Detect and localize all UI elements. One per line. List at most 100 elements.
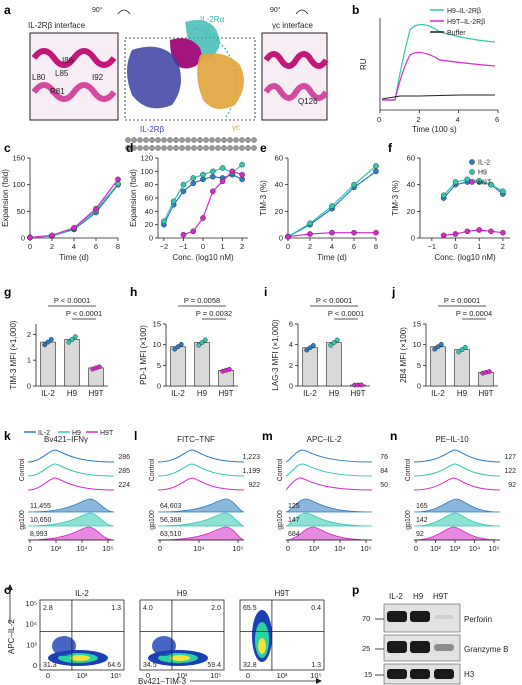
pi-pvalue-2: P < 0.0001 bbox=[328, 309, 364, 318]
flow-density-1 bbox=[152, 636, 176, 656]
rotate-right-label: 90° bbox=[270, 6, 281, 14]
pj-point-h9 bbox=[462, 345, 468, 350]
panel-b-xtick-label: 0 bbox=[377, 115, 381, 124]
pj-xtick-label: H9T bbox=[478, 389, 493, 398]
il2rb-interface-inset bbox=[29, 32, 119, 121]
membrane-bead bbox=[239, 145, 245, 151]
pd-point-il-2 bbox=[209, 173, 216, 180]
pf-point-h9t bbox=[476, 227, 483, 233]
flow-density-0 bbox=[52, 636, 76, 656]
pe-point-h9t bbox=[351, 229, 357, 236]
panel-label-k: k bbox=[4, 429, 11, 443]
panel-n: n PE–IL-10 127 122 92 165 142 92 0 10² 10³ 10⁴ 10⁵ C… bbox=[390, 429, 516, 553]
flow-xtick-label-0: 10³ bbox=[77, 671, 88, 680]
panel-label-c: c bbox=[4, 141, 11, 155]
pj-ytick-label: 5 bbox=[417, 361, 421, 370]
pd-xtick-label: −1 bbox=[179, 242, 188, 251]
pl-ctrl-curve bbox=[157, 463, 245, 477]
pm-ctrl-mfi: 50 bbox=[380, 482, 388, 489]
pn-xtick-label: 10⁴ bbox=[469, 544, 481, 553]
membrane-bead bbox=[179, 137, 185, 143]
membrane-bead bbox=[233, 145, 239, 151]
residue-L80: L80 bbox=[32, 73, 46, 82]
pi-point-h9t bbox=[358, 382, 364, 388]
ph-point-il-2 bbox=[172, 346, 178, 352]
panel-label-l: l bbox=[134, 429, 137, 443]
flow-title-1: H9 bbox=[177, 589, 188, 598]
flow-ytick-label: 10⁵ bbox=[26, 599, 37, 608]
pk-gp-curve bbox=[27, 526, 115, 541]
flow-xtick-label-2: 10⁵ bbox=[310, 671, 321, 680]
pc-xtick-label: 6 bbox=[94, 242, 98, 251]
pl-ctrl-mfi: 1,223 bbox=[242, 454, 260, 461]
membrane-bead bbox=[149, 137, 155, 143]
membrane-bead bbox=[215, 137, 221, 143]
pd-ytick-label: 20 bbox=[145, 220, 153, 229]
flow-lr-2: 1.3 bbox=[311, 662, 321, 669]
ph-bar-h9 bbox=[194, 342, 210, 387]
band-granzyme-b: Granzyme B bbox=[464, 645, 508, 654]
pn-gp-mfi: 165 bbox=[416, 503, 428, 510]
pi-ylabel: LAG-3 MFI (×1,000) bbox=[271, 319, 280, 391]
pi-point-il-2 bbox=[304, 347, 310, 353]
membrane-bead bbox=[215, 145, 221, 151]
pn-ctrl-curve bbox=[413, 477, 501, 491]
pd-xtick-label: 1 bbox=[220, 242, 224, 251]
pg-bar-h9 bbox=[64, 339, 80, 387]
marker-25: 25 bbox=[362, 644, 370, 653]
pl-xtick-label: 10⁴ bbox=[193, 544, 205, 553]
flow-xtick-label-2: 0 bbox=[246, 671, 250, 680]
gc-interface-title: γc interface bbox=[272, 21, 313, 30]
cell-membrane bbox=[125, 137, 257, 151]
panel-o-ylabel: APC–IL-2 bbox=[7, 619, 16, 654]
membrane-bead bbox=[149, 145, 155, 151]
pn-ctrl-curve bbox=[413, 449, 501, 463]
pe-xtick-label: 0 bbox=[286, 242, 290, 251]
pc-point-h9t bbox=[27, 234, 33, 241]
pg-xtick-label: IL-2 bbox=[41, 389, 55, 398]
pl-ctrl-mfi: 922 bbox=[248, 482, 260, 489]
panel-label-j: j bbox=[391, 285, 395, 299]
pk-gp-mfi: 11,455 bbox=[30, 503, 51, 510]
pe-point-h9t bbox=[373, 229, 379, 236]
panel-c: c 0 50 100 150 0 2 4 6 8 Time (d) Expansion (fold) bbox=[1, 141, 121, 262]
pd-point-h9 bbox=[209, 168, 216, 175]
panel-label-g: g bbox=[4, 285, 11, 299]
panel-label-i: i bbox=[264, 285, 267, 299]
pn-xtick-label: 10³ bbox=[450, 544, 461, 553]
membrane-bead bbox=[173, 145, 179, 151]
pm-row-gp100: gp100 bbox=[277, 510, 284, 530]
pd-point-h9 bbox=[239, 161, 245, 168]
marker-70: 70 bbox=[362, 614, 370, 623]
flow-density-2 bbox=[258, 638, 266, 654]
histogram-legend: IL-2 H9 H9T bbox=[24, 430, 114, 437]
panel-b-xlabel: Time (100 s) bbox=[412, 125, 457, 134]
ph-xtick-label: H9 bbox=[197, 389, 208, 398]
pk-xtick-label: 10³ bbox=[51, 544, 62, 553]
ph-point-h9t bbox=[226, 366, 232, 372]
pd-point-il-2 bbox=[239, 176, 245, 183]
pd-point-il-2 bbox=[190, 180, 197, 187]
pn-xtick-label: 0 bbox=[414, 544, 418, 553]
pc-xtick-label: 2 bbox=[50, 242, 54, 251]
pe-xtick-label: 4 bbox=[330, 242, 334, 251]
pk-row-control: Control bbox=[19, 458, 26, 481]
pn-ctrl-mfi: 92 bbox=[508, 482, 516, 489]
pl-ctrl-curve bbox=[157, 477, 245, 491]
flow-title-2: H9T bbox=[274, 589, 289, 598]
lane-h9t: H9T bbox=[433, 592, 448, 601]
ph-xtick-label: H9T bbox=[218, 389, 233, 398]
pd-xtick-label: −2 bbox=[160, 242, 169, 251]
pi-point-h9 bbox=[331, 340, 337, 345]
pl-ctrl-curve bbox=[157, 449, 245, 463]
pc-ytick-label: 50 bbox=[17, 207, 25, 216]
x-arrow-icon bbox=[316, 678, 322, 684]
panel-o: o APC–IL-2 Bv421–TIM-3 IL-22.81.331.364.… bbox=[4, 583, 325, 685]
panel-j: j 0 5 10 15 2B4 MFI (×100) IL-2 H9 H9T P = 0.000… bbox=[391, 285, 498, 398]
membrane-bead bbox=[137, 137, 143, 143]
pd-xtick-label: 2 bbox=[240, 242, 244, 251]
pe-ylabel: TIM-3 (%) bbox=[259, 180, 268, 216]
pd-ytick-label: 40 bbox=[145, 207, 153, 216]
pn-row-gp100: gp100 bbox=[405, 510, 412, 530]
pi-xtick-label: H9 bbox=[329, 389, 340, 398]
